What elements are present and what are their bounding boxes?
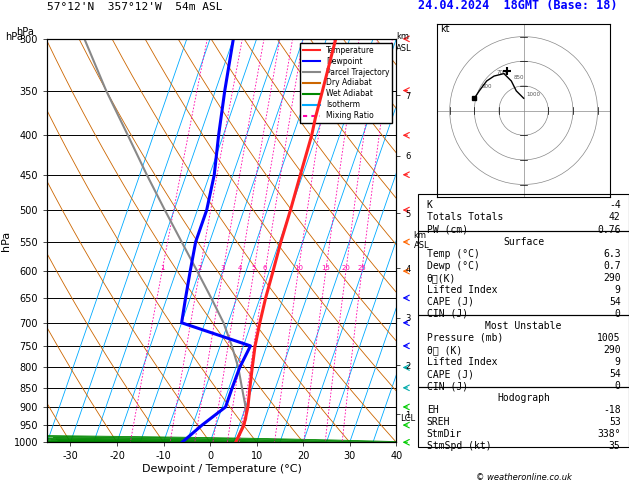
- Bar: [418, 315, 629, 387]
- Text: km: km: [396, 32, 409, 41]
- Text: 850: 850: [514, 74, 525, 80]
- Text: 24.04.2024  18GMT (Base: 18): 24.04.2024 18GMT (Base: 18): [418, 0, 618, 12]
- Text: kt: kt: [440, 24, 449, 34]
- Bar: [418, 387, 629, 448]
- Text: 6: 6: [263, 265, 267, 271]
- Text: EH: EH: [426, 405, 438, 415]
- Text: Lifted Index: Lifted Index: [426, 285, 497, 295]
- Text: CAPE (J): CAPE (J): [426, 297, 474, 307]
- Text: 42: 42: [609, 212, 621, 223]
- Text: Totals Totals: Totals Totals: [426, 212, 503, 223]
- Text: Temp (°C): Temp (°C): [426, 249, 479, 259]
- Text: Most Unstable: Most Unstable: [486, 321, 562, 331]
- Text: θᴇ (K): θᴇ (K): [426, 345, 462, 355]
- Text: Surface: Surface: [503, 237, 544, 246]
- Legend: Temperature, Dewpoint, Parcel Trajectory, Dry Adiabat, Wet Adiabat, Isotherm, Mi: Temperature, Dewpoint, Parcel Trajectory…: [300, 43, 392, 123]
- Text: hPa: hPa: [5, 32, 23, 42]
- Text: CIN (J): CIN (J): [426, 381, 468, 391]
- Text: StmDir: StmDir: [426, 429, 462, 439]
- Text: Dewp (°C): Dewp (°C): [426, 260, 479, 271]
- Text: 0.76: 0.76: [597, 225, 621, 235]
- Text: -18: -18: [603, 405, 621, 415]
- Text: 3: 3: [221, 265, 225, 271]
- Text: 5: 5: [252, 265, 256, 271]
- X-axis label: Dewpoint / Temperature (°C): Dewpoint / Temperature (°C): [142, 464, 302, 474]
- Text: 1000: 1000: [526, 92, 540, 97]
- Text: 9: 9: [615, 357, 621, 367]
- Text: CIN (J): CIN (J): [426, 309, 468, 319]
- Text: © weatheronline.co.uk: © weatheronline.co.uk: [476, 473, 572, 483]
- Text: 20: 20: [342, 265, 350, 271]
- Text: 25: 25: [357, 265, 366, 271]
- Text: θᴇ(K): θᴇ(K): [426, 273, 456, 283]
- Text: hPa: hPa: [16, 27, 33, 37]
- Text: 1005: 1005: [597, 333, 621, 343]
- Text: 500: 500: [482, 85, 493, 89]
- Text: K: K: [426, 200, 433, 210]
- Bar: [418, 230, 629, 315]
- Text: 4: 4: [238, 265, 242, 271]
- Text: CAPE (J): CAPE (J): [426, 369, 474, 379]
- Y-axis label: hPa: hPa: [1, 230, 11, 251]
- Text: 0: 0: [615, 381, 621, 391]
- Text: Lifted Index: Lifted Index: [426, 357, 497, 367]
- Text: 57°12'N  357°12'W  54m ASL: 57°12'N 357°12'W 54m ASL: [47, 2, 223, 12]
- Text: StmSpd (kt): StmSpd (kt): [426, 441, 491, 451]
- Text: 0.7: 0.7: [603, 260, 621, 271]
- Text: 290: 290: [603, 273, 621, 283]
- Text: 15: 15: [321, 265, 330, 271]
- Text: 10: 10: [294, 265, 303, 271]
- Text: 35: 35: [609, 441, 621, 451]
- Bar: [418, 194, 629, 230]
- Text: Pressure (mb): Pressure (mb): [426, 333, 503, 343]
- Text: 338°: 338°: [597, 429, 621, 439]
- Text: 0: 0: [615, 309, 621, 319]
- Text: 2: 2: [198, 265, 202, 271]
- Text: SREH: SREH: [426, 417, 450, 427]
- Y-axis label: km
ASL: km ASL: [413, 231, 429, 250]
- Text: 9: 9: [615, 285, 621, 295]
- Text: 54: 54: [609, 297, 621, 307]
- Text: ASL: ASL: [396, 44, 412, 53]
- Text: 54: 54: [609, 369, 621, 379]
- Text: Hodograph: Hodograph: [497, 393, 550, 403]
- Text: 1: 1: [160, 265, 164, 271]
- Text: LCL: LCL: [401, 414, 416, 423]
- Text: 290: 290: [603, 345, 621, 355]
- Text: 700: 700: [496, 69, 507, 74]
- Text: -4: -4: [609, 200, 621, 210]
- Text: 6.3: 6.3: [603, 249, 621, 259]
- Text: 53: 53: [609, 417, 621, 427]
- Text: PW (cm): PW (cm): [426, 225, 468, 235]
